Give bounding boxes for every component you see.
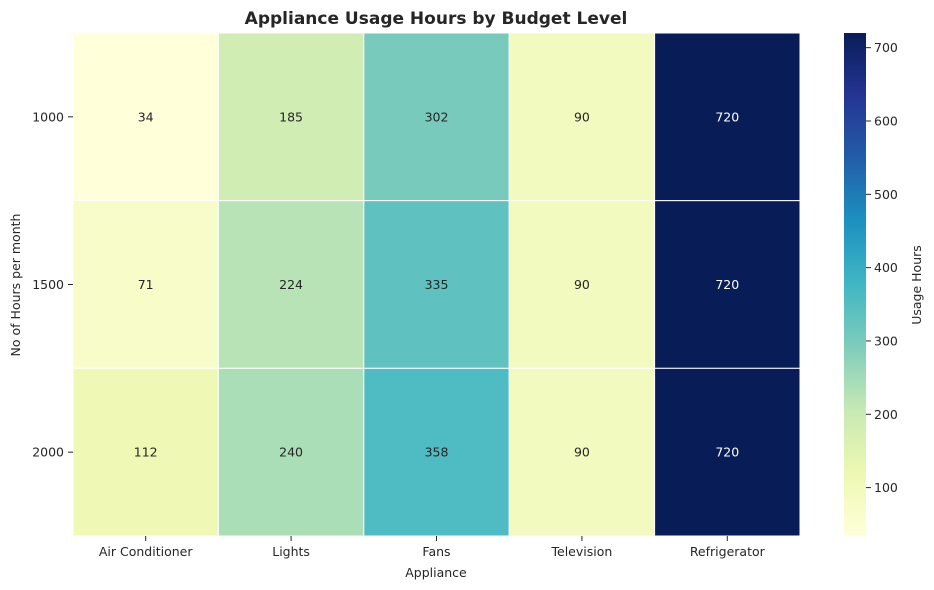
colorbar-tick-label: 300 — [874, 333, 898, 348]
colorbar-tick-label: 100 — [874, 480, 898, 495]
x-axis-ticks: Air Conditioner Lights Fans Television Refri… — [99, 536, 766, 559]
heatmap-cell — [363, 367, 510, 537]
heatmap-cell — [654, 367, 801, 537]
colorbar-tick-label: 400 — [874, 260, 898, 275]
heatmap-cell — [217, 200, 365, 369]
y-tick-label: 1500 — [32, 277, 64, 292]
heatmap-cell — [363, 200, 510, 369]
heatmap-cell — [363, 32, 510, 202]
cell-value-label: 71 — [138, 277, 154, 292]
x-tick-label: Television — [551, 544, 613, 559]
x-axis-label: Appliance — [405, 565, 467, 580]
cell-value-label: 335 — [425, 277, 449, 292]
cell-value-label: 90 — [574, 109, 590, 124]
colorbar-tick-label: 500 — [874, 187, 898, 202]
heatmap-cell — [654, 32, 801, 202]
cell-value-label: 240 — [279, 445, 303, 460]
cell-value-label: 224 — [279, 277, 303, 292]
heatmap-cell — [654, 200, 801, 369]
x-tick-label: Refrigerator — [690, 544, 766, 559]
heatmap-cell — [217, 32, 365, 202]
colorbar-tick-label: 600 — [874, 113, 898, 128]
cell-value-label: 185 — [279, 109, 303, 124]
cell-value-label: 112 — [134, 445, 158, 460]
y-axis-ticks: 1000 1500 2000 — [32, 109, 73, 460]
heatmap-cell — [72, 200, 219, 369]
cell-value-label: 90 — [574, 445, 590, 460]
colorbar-tick-label: 200 — [874, 407, 898, 422]
heatmap-cells: 34 185 302 90 720 71 224 335 90 720 112 240 358 90 720 — [72, 32, 801, 537]
heatmap-cell — [508, 367, 656, 537]
cell-value-label: 90 — [574, 277, 590, 292]
cell-value-label: 720 — [715, 277, 739, 292]
cell-value-label: 302 — [425, 109, 449, 124]
cell-value-label: 358 — [425, 445, 449, 460]
cell-value-label: 34 — [138, 109, 154, 124]
colorbar — [844, 33, 866, 536]
y-tick-label: 2000 — [32, 445, 64, 460]
colorbar-label: Usage Hours — [909, 245, 924, 325]
colorbar-tick-label: 700 — [874, 40, 898, 55]
colorbar-ticks: 100 200 300 400 500 600 700 — [866, 40, 898, 495]
x-tick-label: Lights — [272, 544, 310, 559]
y-axis-label: No of Hours per month — [8, 214, 23, 357]
heatmap-cell — [72, 32, 219, 202]
cell-value-label: 720 — [715, 445, 739, 460]
cell-value-label: 720 — [715, 109, 739, 124]
heatmap-cell — [508, 32, 656, 202]
heatmap-cell — [217, 367, 365, 537]
x-tick-label: Fans — [422, 544, 450, 559]
chart-title: Appliance Usage Hours by Budget Level — [245, 9, 628, 29]
y-tick-label: 1000 — [32, 109, 64, 124]
x-tick-label: Air Conditioner — [99, 544, 193, 559]
